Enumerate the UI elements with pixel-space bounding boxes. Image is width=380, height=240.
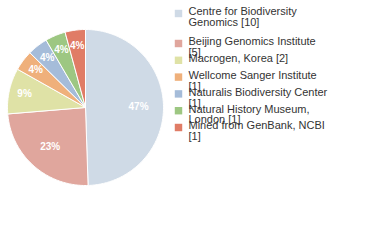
- svg-text:Mined from GenBank, NCBI[1]: Mined from GenBank, NCBI[1]: [189, 119, 325, 142]
- svg-text:23%: 23%: [40, 141, 60, 152]
- svg-text:4%: 4%: [70, 40, 85, 51]
- svg-text:4%: 4%: [28, 64, 43, 75]
- svg-text:4%: 4%: [40, 52, 55, 63]
- svg-text:9%: 9%: [17, 88, 32, 99]
- svg-text:47%: 47%: [129, 101, 149, 112]
- svg-text:Centre for BiodiversityGenomic: Centre for BiodiversityGenomics [10]: [189, 5, 298, 28]
- svg-text:Macrogen, Korea [2]: Macrogen, Korea [2]: [189, 52, 289, 64]
- svg-text:4%: 4%: [54, 44, 69, 55]
